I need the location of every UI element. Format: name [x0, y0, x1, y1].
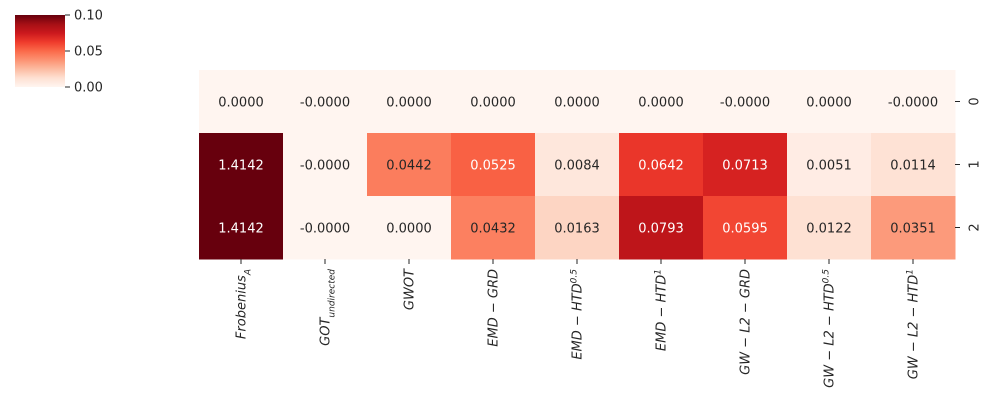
cell-value-label: 0.0525 [470, 159, 516, 174]
column-tick-label: EMD − GRD [487, 269, 502, 347]
cell-value-label: 0.0114 [890, 159, 936, 174]
heatmap-cell [787, 196, 872, 260]
heatmap-cell [619, 70, 704, 134]
cell-value-label: 0.0000 [554, 96, 600, 111]
colorbar-gradient [15, 15, 65, 87]
heatmap-cell [451, 70, 536, 134]
cell-value-label: 0.0000 [218, 96, 264, 111]
heatmap-cell [703, 196, 788, 260]
heatmap-cell [535, 133, 620, 197]
column-tick-label: EMD − HTD1 [654, 269, 670, 351]
cell-value-label: 0.0122 [806, 222, 852, 237]
heatmap-cell [703, 133, 788, 197]
column-tick-label: GW − L2 − HTD0.5 [822, 269, 838, 388]
heatmap-cell [619, 133, 704, 197]
cell-value-label: 0.0084 [554, 159, 600, 174]
cell-value-label: 0.0000 [638, 96, 684, 111]
heatmap-cell [283, 133, 368, 197]
cell-value-label: 0.0000 [386, 222, 432, 237]
cell-value-label: 0.0442 [386, 159, 432, 174]
cell-value-label: -0.0000 [300, 159, 350, 174]
column-tick-label: GW − L2 − HTD1 [906, 269, 922, 379]
cell-value-label: 0.0051 [806, 159, 852, 174]
cell-value-label: 1.4142 [218, 222, 264, 237]
cell-value-label: 0.0595 [722, 222, 768, 237]
heatmap-cell [367, 70, 452, 134]
cell-value-label: 0.0793 [638, 222, 684, 237]
cell-value-label: -0.0000 [300, 222, 350, 237]
column-tick-label: GW − L2 − GRD [739, 269, 754, 375]
heatmap-cell [367, 196, 452, 260]
heatmap-cell [871, 133, 956, 197]
heatmap-cell [283, 196, 368, 260]
colorbar-tick-label: 0.05 [74, 45, 103, 60]
cell-value-label: 0.0000 [386, 96, 432, 111]
heatmap-cell [451, 133, 536, 197]
heatmap-cell [199, 196, 284, 260]
column-tick-labels: FrobeniusA GOTundirected GWOT EMD − GRD EMD … [235, 259, 922, 388]
heatmap-cell [703, 70, 788, 134]
cell-value-label: 0.0351 [890, 222, 936, 237]
cell-value-label: 0.0713 [722, 159, 768, 174]
heatmap-cell [451, 196, 536, 260]
row-tick-label: 2 [968, 223, 983, 231]
cell-value-label: 1.4142 [218, 159, 264, 174]
heatmap-cells: 0.0000 -0.0000 0.0000 0.0000 0.0000 0.0000 -0.… [199, 70, 956, 260]
colorbar-tick-label: 0.10 [74, 9, 103, 24]
column-tick-label: FrobeniusA [235, 269, 254, 339]
colorbar-tick-label: 0.00 [74, 81, 103, 96]
column-tick-label: EMD − HTD0.5 [570, 269, 586, 360]
row-tick-labels: 0 1 2 [955, 97, 983, 232]
cell-value-label: 0.0000 [806, 96, 852, 111]
heatmap-cell [199, 70, 284, 134]
cell-value-label: 0.0000 [470, 96, 516, 111]
row-tick-label: 0 [968, 97, 983, 105]
heatmap-cell [199, 133, 284, 197]
cell-value-label: 0.0163 [554, 222, 600, 237]
heatmap-cell [283, 70, 368, 134]
column-tick-label: GOTundirected [319, 269, 338, 346]
cell-value-label: -0.0000 [720, 96, 770, 111]
heatmap-cell [787, 70, 872, 134]
row-tick-label: 1 [968, 160, 983, 168]
heatmap-cell [787, 133, 872, 197]
colorbar: 0.10 0.05 0.00 [15, 9, 103, 96]
cell-value-label: 0.0432 [470, 222, 516, 237]
heatmap-cell [535, 196, 620, 260]
heatmap-cell [871, 196, 956, 260]
heatmap-cell [871, 70, 956, 134]
column-tick-label: GWOT [403, 268, 418, 310]
heatmap-cell [367, 133, 452, 197]
cell-value-label: -0.0000 [888, 96, 938, 111]
cell-value-label: 0.0642 [638, 159, 684, 174]
cell-value-label: -0.0000 [300, 96, 350, 111]
heatmap-cell [619, 196, 704, 260]
heatmap-cell [535, 70, 620, 134]
